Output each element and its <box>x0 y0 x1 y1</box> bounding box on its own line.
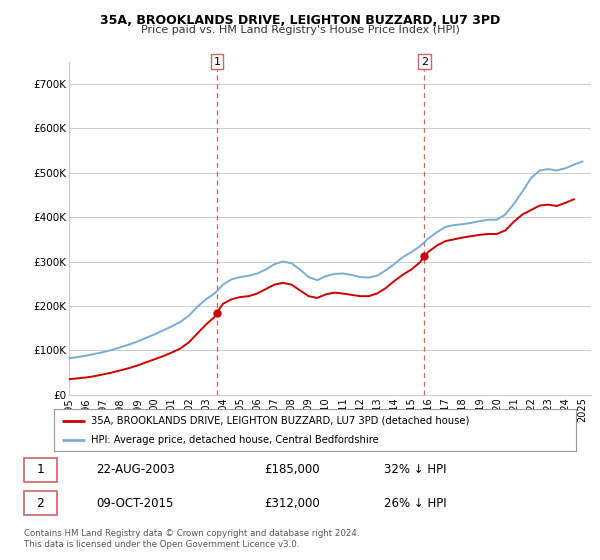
Text: 2: 2 <box>421 57 428 67</box>
Text: 2: 2 <box>36 497 44 510</box>
Text: 22-AUG-2003: 22-AUG-2003 <box>96 463 175 476</box>
Text: HPI: Average price, detached house, Central Bedfordshire: HPI: Average price, detached house, Cent… <box>91 435 378 445</box>
Text: Contains HM Land Registry data © Crown copyright and database right 2024.
This d: Contains HM Land Registry data © Crown c… <box>24 529 359 549</box>
FancyBboxPatch shape <box>24 458 57 482</box>
Text: £312,000: £312,000 <box>264 497 320 510</box>
Text: 35A, BROOKLANDS DRIVE, LEIGHTON BUZZARD, LU7 3PD: 35A, BROOKLANDS DRIVE, LEIGHTON BUZZARD,… <box>100 14 500 27</box>
Text: 1: 1 <box>36 463 44 476</box>
Text: 26% ↓ HPI: 26% ↓ HPI <box>384 497 446 510</box>
Text: 09-OCT-2015: 09-OCT-2015 <box>96 497 173 510</box>
Text: £185,000: £185,000 <box>264 463 320 476</box>
Text: Price paid vs. HM Land Registry's House Price Index (HPI): Price paid vs. HM Land Registry's House … <box>140 25 460 35</box>
Text: 1: 1 <box>214 57 220 67</box>
Text: 32% ↓ HPI: 32% ↓ HPI <box>384 463 446 476</box>
FancyBboxPatch shape <box>24 492 57 515</box>
Text: 35A, BROOKLANDS DRIVE, LEIGHTON BUZZARD, LU7 3PD (detached house): 35A, BROOKLANDS DRIVE, LEIGHTON BUZZARD,… <box>91 416 469 426</box>
